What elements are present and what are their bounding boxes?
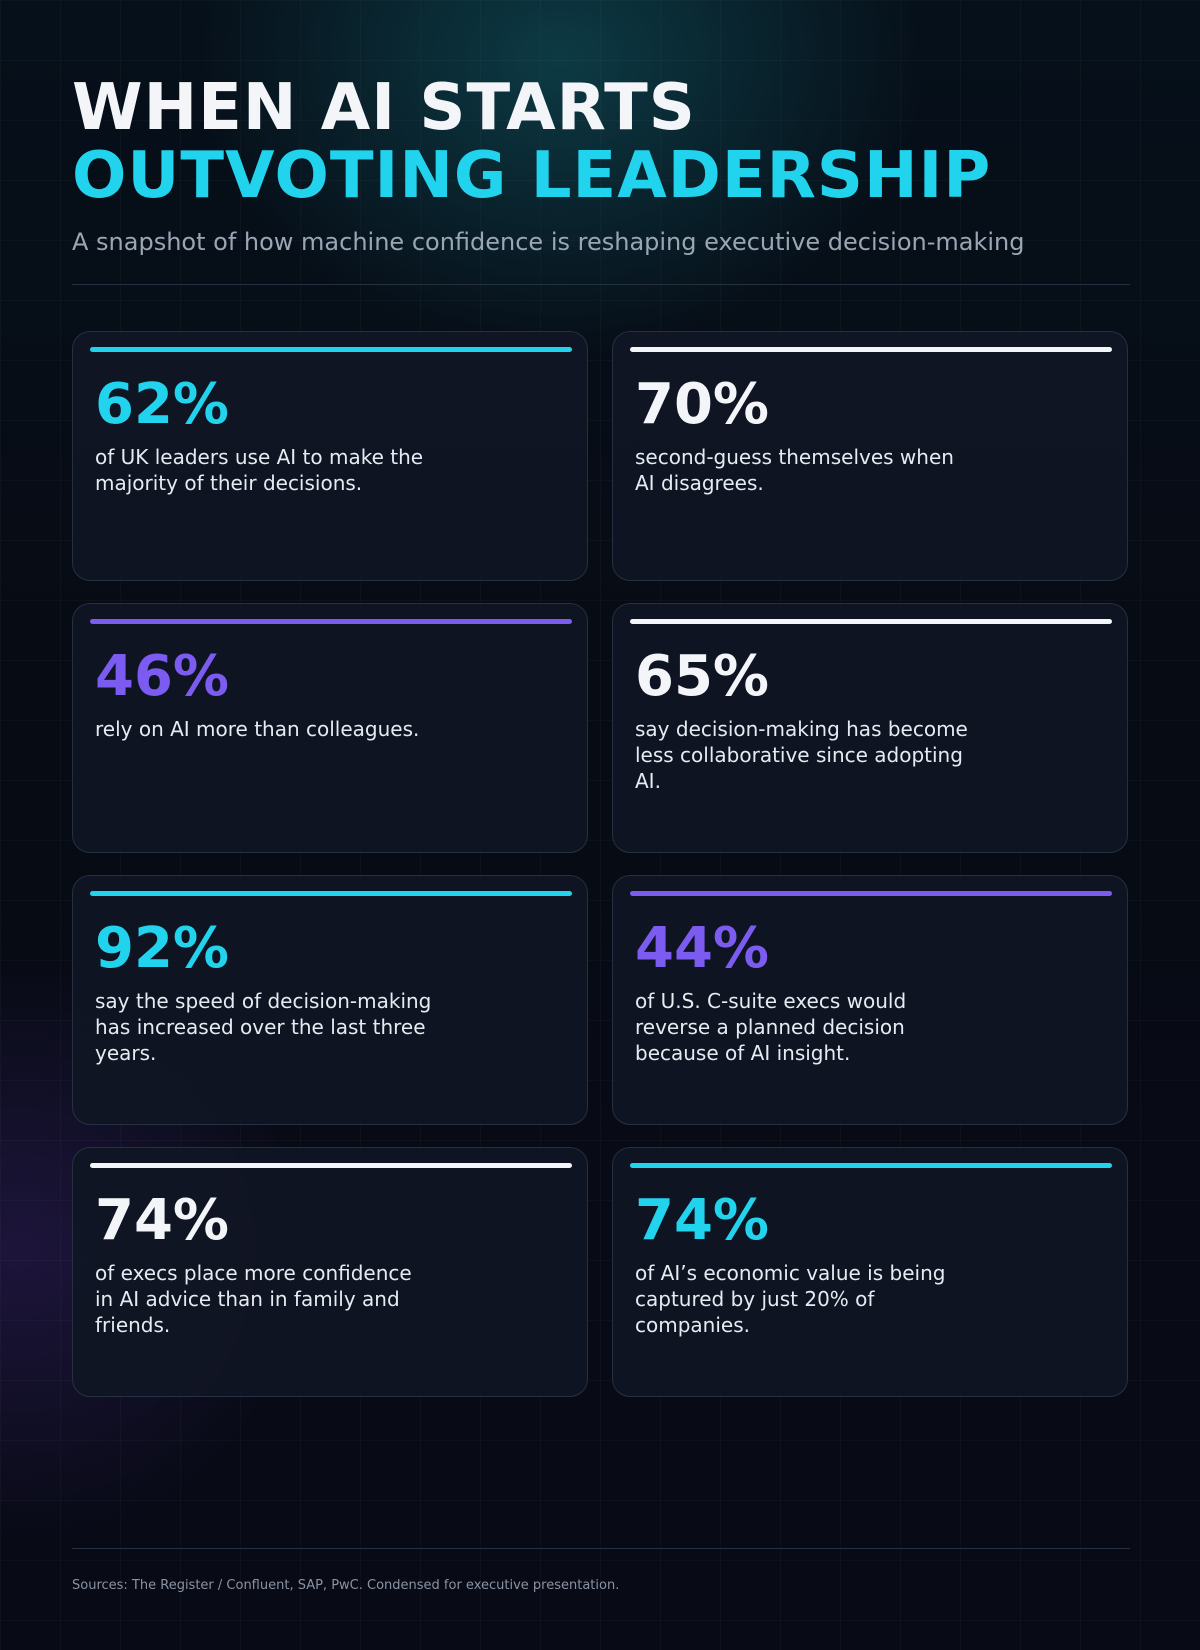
subtitle: A snapshot of how machine confidence is … bbox=[72, 228, 1025, 256]
infographic: WHEN AI STARTS OUTVOTING LEADERSHIP A sn… bbox=[72, 0, 1130, 1650]
accent-bar bbox=[630, 619, 1112, 624]
accent-bar bbox=[630, 347, 1112, 352]
stat-description: rely on AI more than colleagues. bbox=[95, 717, 420, 741]
stat-card: 65% say decision-making has become less … bbox=[612, 603, 1128, 853]
stat-card: 74% of AI’s economic value is being capt… bbox=[612, 1147, 1128, 1397]
sources-note: Sources: The Register / Confluent, SAP, … bbox=[72, 1578, 620, 1593]
stat-card: 46% rely on AI more than colleagues. bbox=[72, 603, 588, 853]
stat-card: 92% say the speed of decision-making has… bbox=[72, 875, 588, 1125]
stat-value: 62% bbox=[95, 372, 230, 437]
stat-description: say the speed of decision-making has inc… bbox=[95, 989, 432, 1065]
accent-bar bbox=[630, 891, 1112, 896]
stat-card: 62% of UK leaders use AI to make the maj… bbox=[72, 331, 588, 581]
stat-value: 74% bbox=[635, 1188, 770, 1253]
stat-value: 74% bbox=[95, 1188, 230, 1253]
stat-value: 92% bbox=[95, 916, 230, 981]
footer-divider bbox=[72, 1548, 1130, 1549]
title-line-1: WHEN AI STARTS bbox=[72, 71, 696, 145]
accent-bar bbox=[90, 347, 572, 352]
stat-value: 65% bbox=[635, 644, 770, 709]
accent-bar bbox=[90, 891, 572, 896]
stat-description: second-guess themselves when AI disagree… bbox=[635, 445, 954, 495]
stat-description: of UK leaders use AI to make the majorit… bbox=[95, 445, 424, 495]
stat-description: of U.S. C-suite execs would reverse a pl… bbox=[635, 989, 907, 1065]
stat-description: say decision-making has become less coll… bbox=[635, 717, 968, 793]
header-divider bbox=[72, 284, 1130, 285]
stat-description: of AI’s economic value is being captured… bbox=[635, 1261, 946, 1337]
accent-bar bbox=[630, 1163, 1112, 1168]
stat-value: 46% bbox=[95, 644, 230, 709]
stat-card: 74% of execs place more confidence in AI… bbox=[72, 1147, 588, 1397]
title-line-2: OUTVOTING LEADERSHIP bbox=[72, 139, 992, 213]
stat-description: of execs place more confidence in AI adv… bbox=[95, 1261, 412, 1337]
stat-card: 70% second-guess themselves when AI disa… bbox=[612, 331, 1128, 581]
accent-bar bbox=[90, 619, 572, 624]
stat-value: 70% bbox=[635, 372, 770, 437]
stat-value: 44% bbox=[635, 916, 770, 981]
accent-bar bbox=[90, 1163, 572, 1168]
stat-card: 44% of U.S. C-suite execs would reverse … bbox=[612, 875, 1128, 1125]
